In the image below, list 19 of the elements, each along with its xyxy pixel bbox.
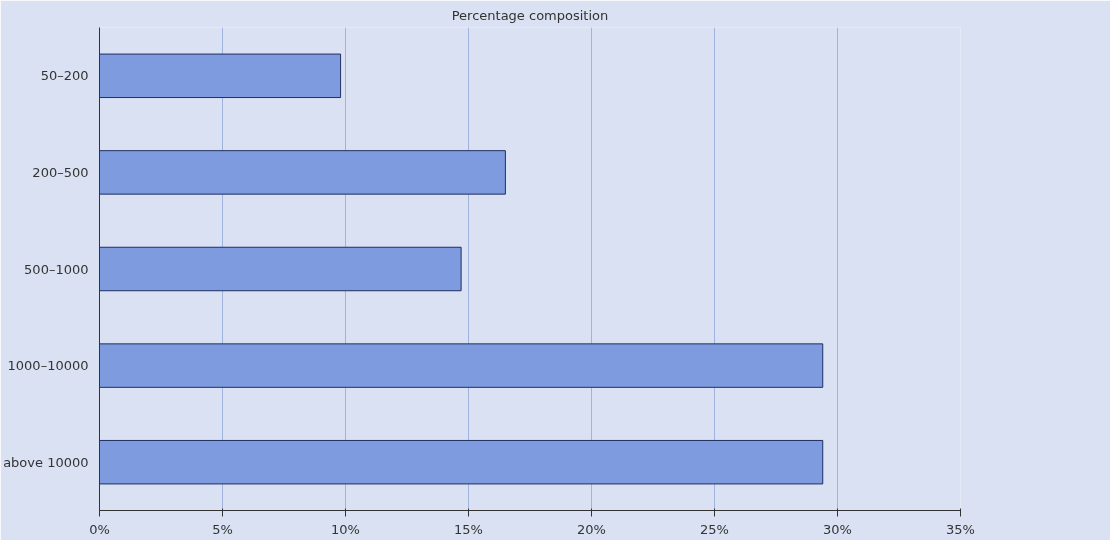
bar [99,343,824,388]
x-tick-label: 5% [212,521,233,537]
x-tick-label: 25% [700,521,729,537]
x-tick-label: 10% [331,521,360,537]
x-tick-label: 30% [823,521,852,537]
x-tick-label: 0% [89,521,110,537]
bar [99,246,462,292]
chart-title: Percentage composition [451,7,609,23]
y-tick-label: 50–200 [40,68,89,84]
bar [99,150,506,195]
y-tick-label: above 10000 [3,454,89,470]
bar [99,439,824,485]
bar [99,53,342,99]
x-tick-label: 20% [577,521,606,537]
x-tick-label: 15% [454,521,483,537]
x-tick-label: 35% [946,521,975,537]
y-tick-label: 500–1000 [24,261,89,277]
y-tick-label: 200–500 [32,164,89,180]
y-tick-label: 1000–10000 [7,358,89,374]
